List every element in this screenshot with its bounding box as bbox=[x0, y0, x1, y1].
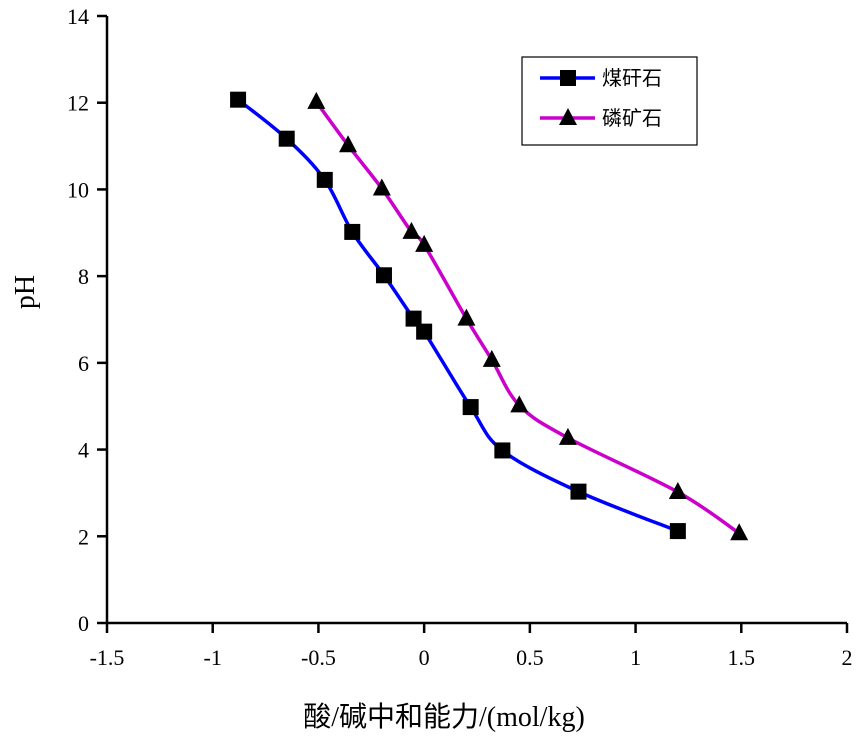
data-point bbox=[372, 178, 391, 196]
legend-label: 磷矿石 bbox=[602, 106, 662, 130]
data-point bbox=[344, 223, 361, 240]
x-tick-label: -0.5 bbox=[301, 645, 336, 670]
data-point bbox=[570, 483, 587, 500]
data-point bbox=[462, 399, 479, 416]
legend-box bbox=[521, 56, 698, 146]
y-tick-label: 0 bbox=[78, 611, 89, 636]
x-tick-label: 0 bbox=[419, 645, 430, 670]
legend-marker bbox=[559, 108, 577, 125]
legend-item-2: 磷矿石 bbox=[540, 106, 662, 130]
legend-marker bbox=[560, 70, 576, 86]
x-tick-label: 1 bbox=[630, 645, 641, 670]
y-tick-label: 4 bbox=[78, 438, 89, 463]
y-tick-label: 8 bbox=[78, 264, 89, 289]
y-tick-label: 2 bbox=[78, 524, 89, 549]
data-point bbox=[510, 395, 529, 413]
y-tick-label: 6 bbox=[78, 351, 89, 376]
data-point bbox=[316, 171, 333, 188]
data-point bbox=[278, 130, 295, 147]
x-tick-label: -1.5 bbox=[90, 645, 125, 670]
data-point bbox=[415, 234, 434, 252]
series-1 bbox=[230, 91, 686, 540]
y-tick-label: 12 bbox=[67, 91, 89, 116]
y-tick-label: 10 bbox=[67, 177, 89, 202]
axes: 0 2 4 6 8 10 12 14 -1.5 -1 -0.5 0 0.5 1 1.5 2 bbox=[67, 4, 853, 670]
series-line bbox=[236, 98, 679, 533]
data-point bbox=[402, 221, 421, 239]
data-point bbox=[339, 135, 358, 153]
data-point bbox=[230, 91, 247, 108]
legend-item-1: 煤矸石 bbox=[540, 66, 662, 90]
data-point bbox=[457, 308, 476, 326]
data-point bbox=[482, 349, 501, 367]
x-tick-label: 0.5 bbox=[516, 645, 544, 670]
data-point bbox=[307, 91, 326, 109]
data-point bbox=[375, 267, 392, 284]
x-tick-label: -1 bbox=[204, 645, 222, 670]
legend-label: 煤矸石 bbox=[602, 66, 662, 90]
data-point bbox=[730, 523, 749, 541]
y-axis-title: pH bbox=[10, 275, 41, 309]
series-layer bbox=[230, 91, 749, 541]
y-tick-label: 14 bbox=[67, 4, 89, 29]
data-point bbox=[405, 310, 422, 327]
x-axis-title: 酸/碱中和能力/(mol/kg) bbox=[303, 701, 585, 733]
x-tick-label: 2 bbox=[842, 645, 853, 670]
x-tick-label: 1.5 bbox=[728, 645, 756, 670]
data-point bbox=[668, 482, 687, 500]
data-point bbox=[416, 323, 433, 340]
data-point bbox=[494, 442, 511, 459]
data-point bbox=[558, 427, 577, 445]
series-2 bbox=[307, 91, 749, 541]
data-point bbox=[669, 523, 686, 540]
